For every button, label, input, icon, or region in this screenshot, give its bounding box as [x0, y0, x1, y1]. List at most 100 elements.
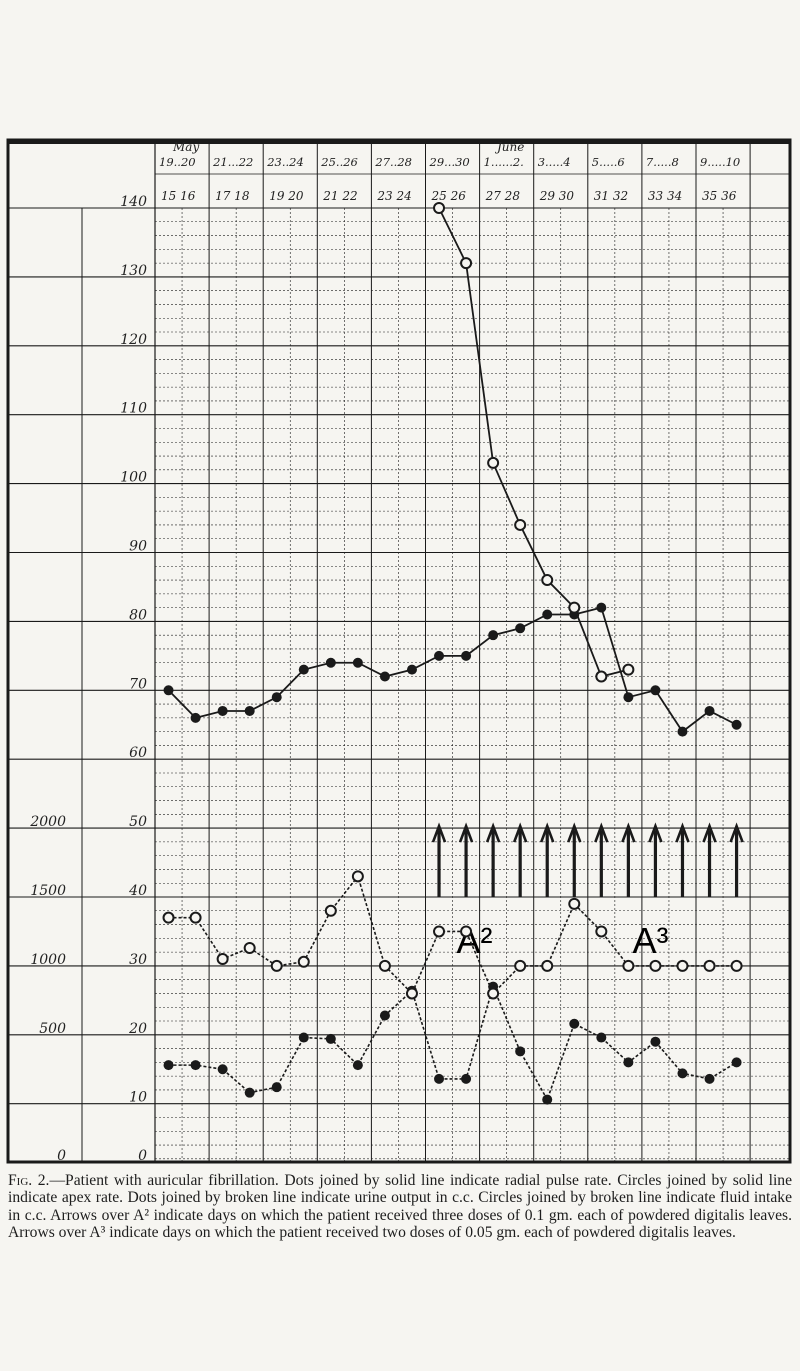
- header-day: 35 36: [702, 189, 737, 203]
- rate-tick-label: 60: [129, 745, 147, 761]
- header-day: 17 18: [215, 189, 250, 203]
- figure-caption: Fig. 2.—Patient with auricular fibrillat…: [8, 1172, 792, 1241]
- dot-marker: [190, 1060, 201, 1071]
- dot-marker: [731, 719, 742, 730]
- header-date: 27..28: [374, 155, 412, 169]
- circle-marker: [433, 925, 446, 938]
- circle-marker: [487, 987, 500, 1000]
- header-date: 23..24: [266, 155, 304, 169]
- dot-marker: [325, 657, 336, 668]
- arrow-head: [512, 822, 528, 843]
- dot-marker: [704, 705, 715, 716]
- header-date: 21...22: [212, 155, 253, 169]
- dot-marker: [650, 1036, 661, 1047]
- series-line: [168, 984, 737, 1102]
- circle-marker: [378, 959, 391, 972]
- dot-marker: [515, 623, 526, 634]
- circle-marker: [460, 257, 473, 270]
- figure-label: Fig. 2.: [8, 1172, 50, 1189]
- arrow-head: [702, 822, 717, 843]
- circle-marker: [270, 959, 283, 972]
- arrow-head: [675, 822, 690, 843]
- dot-marker: [379, 671, 390, 682]
- circle-marker: [460, 925, 473, 938]
- chart-grid: [6, 138, 792, 1164]
- rate-tick-label: 0: [138, 1148, 147, 1164]
- digitalis-chart: 0 10 20 30 40 50 60 70 80 90 100 110 120 130 140 0 500 10…: [6, 138, 792, 1164]
- cc-tick-label: 0: [57, 1148, 66, 1164]
- circle-marker: [595, 925, 608, 938]
- arrow-head: [648, 822, 663, 843]
- dot-marker: [569, 1018, 580, 1029]
- series-line: [438, 207, 629, 678]
- rate-tick-label: 10: [129, 1090, 147, 1106]
- arrow-head: [729, 822, 744, 843]
- dot-marker: [704, 1073, 715, 1084]
- month-june-label: June: [494, 140, 524, 154]
- circle-marker: [297, 955, 310, 968]
- arrow-head: [621, 822, 636, 843]
- rate-tick-label: 120: [120, 332, 147, 348]
- header-day: 15 16: [161, 189, 196, 203]
- series-line: [168, 874, 737, 995]
- header-day: 27 28: [485, 189, 521, 203]
- dot-marker: [488, 630, 499, 641]
- dot-marker: [325, 1033, 336, 1044]
- dot-marker: [163, 685, 174, 696]
- dot-marker: [244, 705, 255, 716]
- header-date: 19..20: [159, 155, 196, 169]
- circle-marker: [189, 911, 202, 924]
- dot-marker: [379, 1010, 390, 1021]
- arrow-head: [458, 822, 474, 843]
- rate-tick-label: 20: [128, 1021, 147, 1037]
- dot-marker: [650, 685, 661, 696]
- dot-marker: [677, 726, 688, 737]
- header-day: 25 26: [431, 189, 467, 203]
- dot-marker: [271, 1082, 282, 1093]
- dot-marker: [217, 1064, 228, 1075]
- circle-marker: [514, 518, 527, 531]
- dot-marker: [298, 664, 309, 675]
- header-date: 5.....6: [592, 155, 625, 169]
- header-date: 7.....8: [646, 155, 679, 169]
- dot-marker: [542, 609, 553, 620]
- circle-marker: [487, 456, 500, 469]
- header-day: 33 34: [648, 189, 682, 203]
- circle-marker: [730, 959, 743, 972]
- arrow-group-label: A³: [632, 920, 668, 961]
- dot-marker: [461, 650, 472, 661]
- cc-tick-label: 500: [39, 1021, 66, 1037]
- header-day: 19 20: [269, 189, 304, 203]
- digitalis-arrows: A² A³: [431, 822, 744, 961]
- series-line: [167, 606, 737, 733]
- caption-text: —Patient with auricular fibrillation. Do…: [8, 1172, 792, 1241]
- dot-marker: [190, 712, 201, 723]
- circle-marker: [351, 870, 364, 883]
- dot-marker: [596, 602, 607, 613]
- cc-tick-label: 1000: [30, 952, 66, 968]
- circle-marker: [622, 663, 635, 676]
- circle-marker: [568, 601, 581, 614]
- rate-tick-label: 130: [120, 263, 147, 279]
- axis-labels: 0 10 20 30 40 50 60 70 80 90 100 110 120 130 140 0 500 10…: [29, 194, 147, 1164]
- dot-marker: [217, 705, 228, 716]
- header-date: 9.....10: [700, 155, 740, 169]
- dot-marker: [731, 1057, 742, 1068]
- circle-marker: [541, 959, 554, 972]
- rate-tick-label: 30: [129, 952, 147, 968]
- circle-marker: [433, 202, 446, 214]
- circle-marker: [676, 959, 689, 972]
- dot-marker: [163, 1060, 174, 1071]
- header-day: 31 32: [594, 189, 628, 203]
- dot-marker: [461, 1073, 472, 1084]
- circle-marker: [649, 959, 662, 972]
- arrow-head: [431, 822, 447, 843]
- circle-marker: [541, 574, 554, 587]
- circle-marker: [568, 897, 581, 910]
- month-may-label: May: [172, 140, 199, 154]
- header-day: 29 30: [539, 189, 575, 203]
- arrow-head: [567, 822, 582, 843]
- circle-marker: [216, 953, 229, 966]
- circle-marker: [324, 904, 337, 917]
- rate-tick-label: 70: [129, 676, 147, 692]
